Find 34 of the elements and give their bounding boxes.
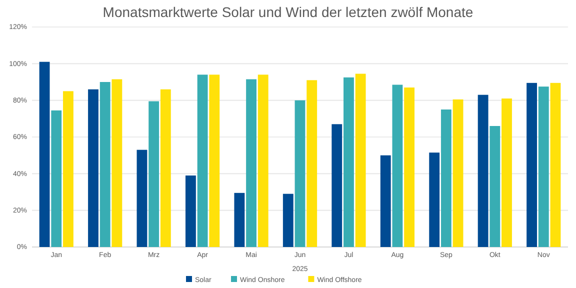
bar (234, 192, 245, 247)
bar (148, 101, 160, 247)
bar (526, 82, 538, 247)
bar (429, 152, 440, 247)
bar (51, 110, 62, 247)
bar (209, 74, 220, 247)
bar (404, 88, 415, 247)
bar (39, 62, 50, 247)
chart-title: Monatsmarktwerte Solar und Wind der letzten zwölf Monate (102, 4, 474, 20)
bar (258, 74, 268, 247)
bar (392, 84, 403, 247)
bar (332, 124, 342, 247)
bar (380, 155, 391, 247)
bar (538, 86, 549, 247)
bar (282, 194, 294, 247)
bar (452, 99, 464, 247)
bar (62, 91, 74, 247)
bar (550, 82, 561, 247)
bar (88, 89, 98, 247)
bar (136, 150, 148, 247)
bar (246, 79, 256, 247)
bar (344, 77, 354, 247)
bar (502, 98, 512, 247)
bar (160, 89, 171, 247)
bar (185, 176, 196, 247)
bar (440, 110, 452, 247)
bar (478, 94, 488, 247)
bar (355, 74, 366, 247)
bar (490, 126, 500, 247)
bar (306, 80, 318, 247)
bar (294, 100, 306, 247)
bar (100, 82, 110, 247)
bar (197, 74, 208, 247)
bar (112, 79, 122, 247)
